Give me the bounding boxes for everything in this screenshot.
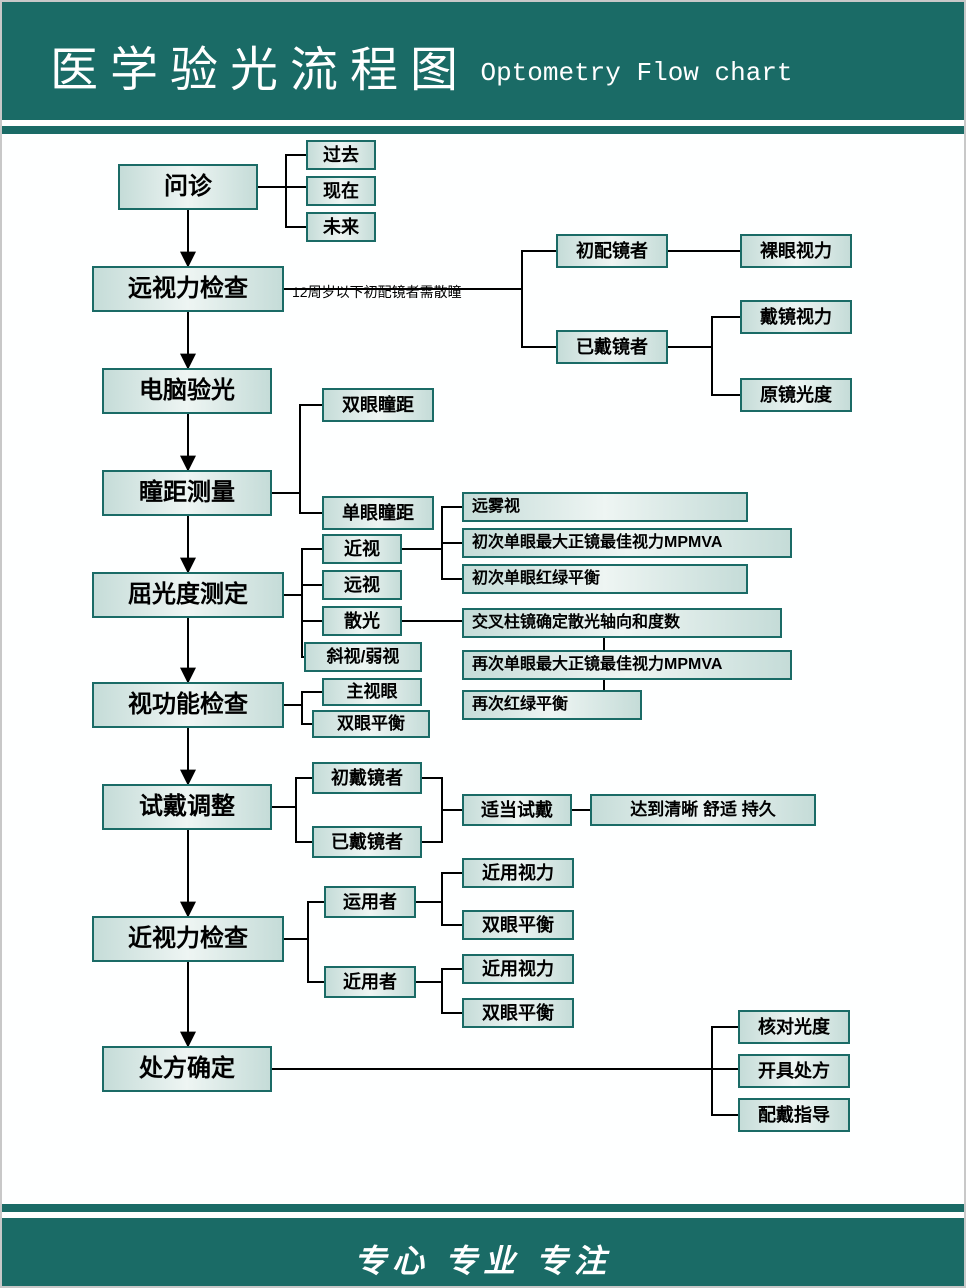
node-n_yuanshi: 远视力检查 (92, 266, 284, 312)
node-n_jinshili: 近视力检查 (92, 916, 284, 962)
node-n_mpmva2: 再次单眼最大正镜最佳视力MPMVA (462, 650, 792, 680)
node-n_honglv2: 再次红绿平衡 (462, 690, 642, 720)
node-n_zhushi: 主视眼 (322, 678, 422, 706)
title: 医学验光流程图 (50, 30, 470, 100)
node-n_yuanwu: 远雾视 (462, 492, 748, 522)
node-n_yuanjing: 原镜光度 (740, 378, 852, 412)
node-n_yuanshi2: 远视 (322, 570, 402, 600)
node-n_peidai: 配戴指导 (738, 1098, 850, 1132)
node-n_yidai: 已戴镜者 (556, 330, 668, 364)
node-n_daijing: 戴镜视力 (740, 300, 852, 334)
node-n_tongju: 瞳距测量 (102, 470, 272, 516)
node-n_hedui: 核对光度 (738, 1010, 850, 1044)
node-n_shuangping2: 双眼平衡 (462, 910, 574, 940)
node-n_shuangtong: 双眼瞳距 (322, 388, 434, 422)
node-n_shigong: 视功能检查 (92, 682, 284, 728)
footer-separator (2, 1204, 964, 1212)
node-n_diannao: 电脑验光 (102, 368, 272, 414)
node-n_wenzhen: 问诊 (118, 164, 258, 210)
node-n_chudai: 初戴镜者 (312, 762, 422, 794)
node-n_xieshi: 斜视/弱视 (304, 642, 422, 672)
node-n_jinyongshili2: 近用视力 (462, 954, 574, 984)
node-n_shidai: 试戴调整 (102, 784, 272, 830)
node-n_shuangping: 双眼平衡 (312, 710, 430, 738)
node-n_honglv1: 初次单眼红绿平衡 (462, 564, 748, 594)
node-n_mpmva1: 初次单眼最大正镜最佳视力MPMVA (462, 528, 792, 558)
subtitle: Optometry Flow chart (480, 58, 792, 88)
node-n_yunyong: 运用者 (324, 886, 416, 918)
node-n_jinyong: 近用者 (324, 966, 416, 998)
node-n_yidai2: 已戴镜者 (312, 826, 422, 858)
node-n_sanguang: 散光 (322, 606, 402, 636)
node-n_chupei: 初配镜者 (556, 234, 668, 268)
node-n_jinshi: 近视 (322, 534, 402, 564)
node-n_dantong: 单眼瞳距 (322, 496, 434, 530)
node-n_dadao: 达到清晰 舒适 持久 (590, 794, 816, 826)
flowchart-canvas: 问诊 过去现在未来远视力检查 初配镜者 裸眼视力已戴镜者 戴镜视力原镜光度 电脑验光 双眼瞳… (2, 134, 964, 1204)
node-n_shuangping3: 双眼平衡 (462, 998, 574, 1028)
node-n_guoqu: 过去 (306, 140, 376, 170)
node-n_luoyan: 裸眼视力 (740, 234, 852, 268)
node-n_quguang: 屈光度测定 (92, 572, 284, 618)
node-n_jinyongshili1: 近用视力 (462, 858, 574, 888)
page: 医学验光流程图 Optometry Flow chart 问诊 过去现在未来远视力… (0, 0, 966, 1288)
node-n_weilai: 未来 (306, 212, 376, 242)
node-n_kaiju: 开具处方 (738, 1054, 850, 1088)
node-n_jiaocha: 交叉柱镜确定散光轴向和度数 (462, 608, 782, 638)
node-n_xianzai: 现在 (306, 176, 376, 206)
node-n_shidang: 适当试戴 (462, 794, 572, 826)
header: 医学验光流程图 Optometry Flow chart (2, 2, 964, 126)
footer: 专心 专业 专注 (2, 1218, 964, 1288)
header-separator (2, 126, 964, 134)
annotation: 12周岁以下初配镜者需散瞳 (292, 282, 462, 302)
node-n_chufang: 处方确定 (102, 1046, 272, 1092)
